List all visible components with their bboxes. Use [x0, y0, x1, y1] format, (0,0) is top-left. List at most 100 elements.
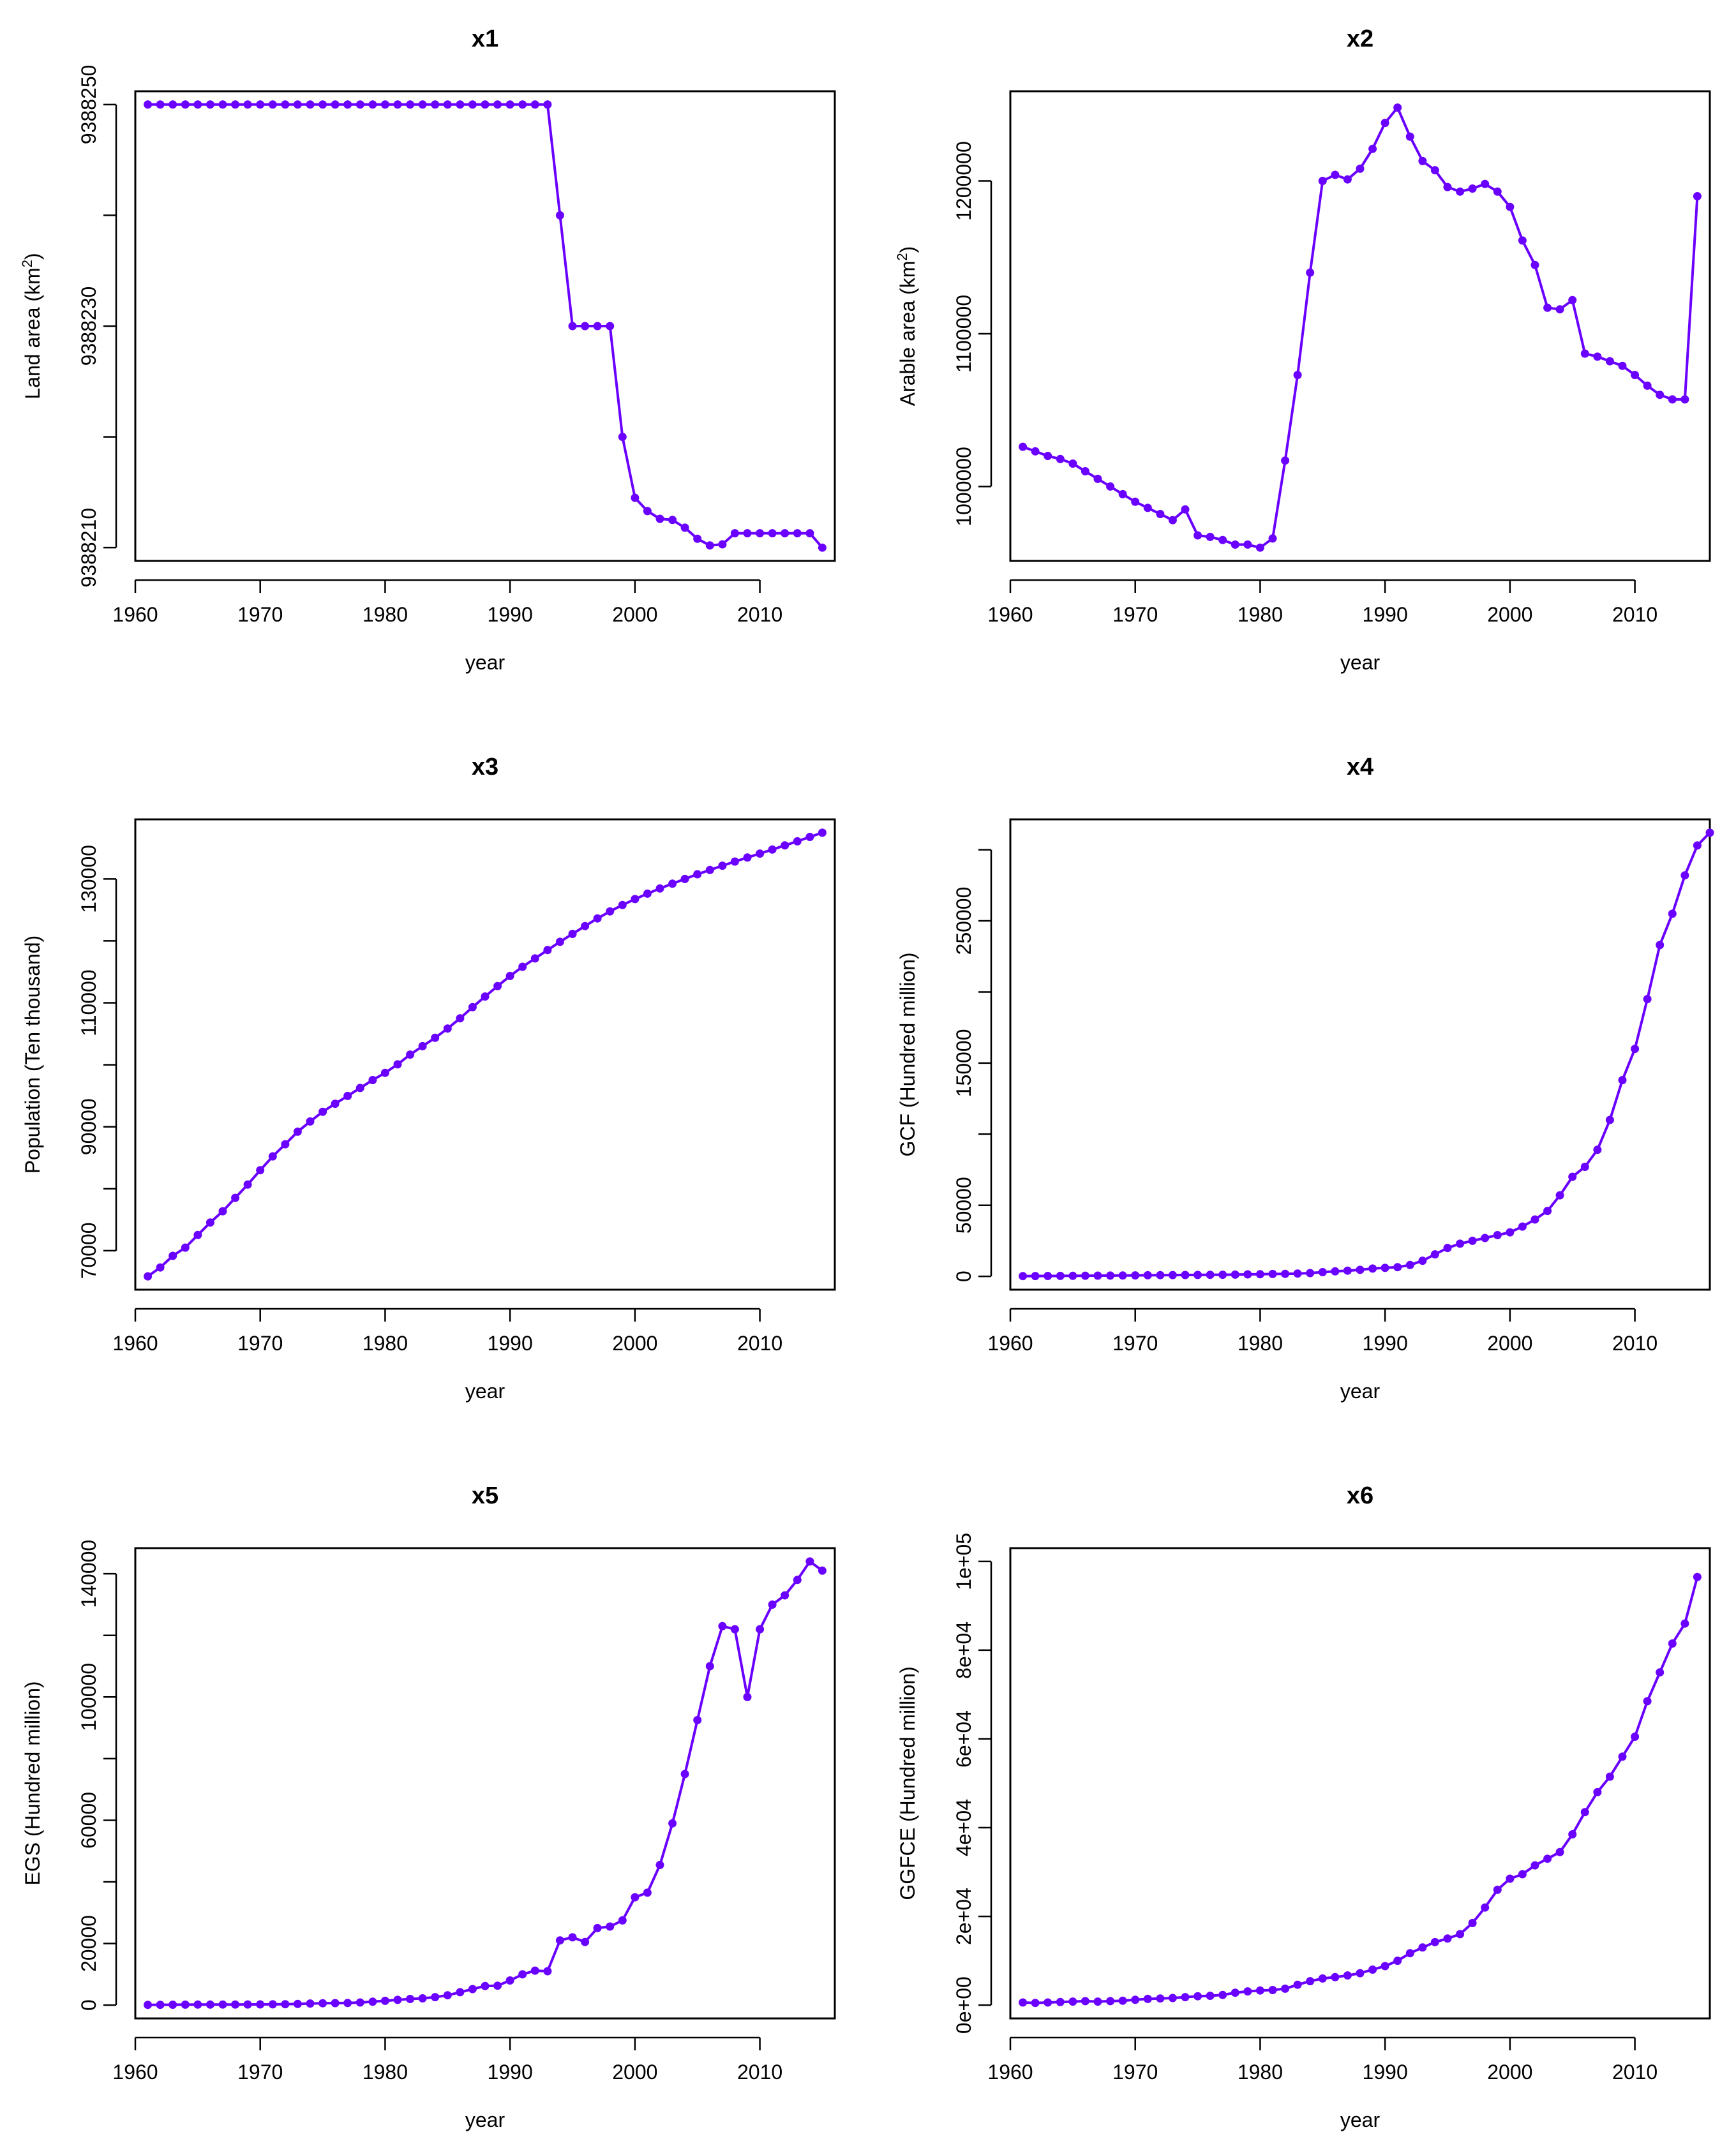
data-point: [181, 2000, 190, 2009]
x-tick-label: 1980: [363, 2061, 408, 2084]
data-point: [1255, 1270, 1264, 1279]
data-point: [1356, 1265, 1365, 1274]
data-point: [343, 1999, 352, 2008]
data-point: [1044, 1998, 1052, 2007]
panel-x4: x4 1960 1970 1980 1990 2000 2010 year 0 50000 1500…: [896, 754, 1714, 1403]
data-point: [1056, 1271, 1065, 1280]
y-tick-label: 1200000: [952, 141, 975, 221]
x-tick-label: 1980: [363, 1332, 408, 1355]
data-point: [331, 1999, 340, 2008]
x-tick-label: 1990: [488, 603, 533, 626]
data-point: [730, 529, 739, 538]
data-point: [1456, 1930, 1465, 1939]
data-point: [1156, 1271, 1165, 1279]
x-tick-label: 1960: [112, 2061, 158, 2084]
data-point: [1306, 268, 1315, 277]
data-point: [781, 1591, 789, 1600]
data-point: [1443, 183, 1452, 191]
data-point: [1368, 1264, 1377, 1273]
data-point: [581, 1937, 590, 1946]
data-point: [1181, 505, 1190, 514]
data-point: [1093, 474, 1102, 483]
data-point: [1468, 184, 1477, 193]
x-tick-label: 1970: [237, 1332, 283, 1355]
series-line: [147, 103, 823, 549]
x-tick-label: 1980: [1238, 2061, 1283, 2084]
data-point: [1618, 1076, 1627, 1085]
y-tick-label: 130000: [77, 845, 100, 913]
data-point: [1181, 1993, 1190, 2002]
x-axis-label: year: [465, 651, 505, 674]
data-point: [805, 1557, 814, 1566]
x-axis-label: year: [465, 2108, 505, 2131]
data-point: [318, 1107, 327, 1116]
x-tick-label: 1980: [1238, 603, 1283, 626]
data-point: [206, 1218, 214, 1227]
panel-title: x1: [472, 26, 498, 52]
y-axis-label: Land area (km2): [19, 253, 44, 399]
data-point: [431, 1033, 440, 1042]
data-point: [380, 100, 389, 109]
data-point: [1381, 1962, 1389, 1971]
x-tick-label: 1960: [112, 1332, 158, 1355]
data-point: [518, 962, 527, 971]
data-point: [1031, 447, 1040, 456]
x-tick-label: 2000: [612, 603, 657, 626]
data-point: [1530, 260, 1539, 269]
data-point: [380, 1996, 389, 2005]
data-point: [1518, 236, 1527, 245]
data-point: [756, 1625, 765, 1634]
data-point: [668, 879, 677, 888]
data-point: [793, 1576, 802, 1585]
y-tick-label: 0e+00: [952, 1976, 975, 2034]
data-point: [443, 100, 452, 109]
data-point: [1430, 166, 1439, 175]
data-point: [1580, 349, 1589, 358]
plot-frame: [1009, 818, 1711, 1291]
data-point: [1081, 467, 1089, 475]
data-point: [680, 874, 689, 883]
y-axis-label-base: Land area (km: [21, 267, 44, 399]
data-point: [243, 100, 252, 109]
data-point: [718, 861, 727, 870]
y-axis-label-close: ): [21, 253, 44, 260]
data-point: [1393, 1957, 1402, 1965]
y-tick-label: 8e+04: [952, 1622, 975, 1679]
y-tick-label: 100000: [77, 1663, 100, 1731]
x-tick-label: 1960: [987, 2061, 1033, 2084]
data-point: [1580, 1163, 1589, 1171]
data-point: [631, 1893, 640, 1902]
data-point: [593, 322, 602, 331]
data-point: [1518, 1870, 1527, 1879]
y-tick-label: 250000: [952, 887, 975, 955]
data-point: [1143, 1994, 1152, 2003]
data-point: [1093, 1271, 1102, 1280]
data-point: [1368, 1965, 1377, 1974]
data-point: [543, 946, 552, 955]
data-point: [1106, 482, 1115, 491]
data-point: [618, 1916, 627, 1925]
data-point: [1618, 361, 1627, 370]
data-point: [1081, 1997, 1089, 2006]
data-point: [568, 1933, 577, 1942]
plot-frame: [134, 1547, 836, 2020]
data-point: [1268, 1986, 1277, 1994]
data-point: [456, 1014, 465, 1023]
data-point: [1293, 1269, 1302, 1278]
data-point: [1293, 371, 1302, 380]
data-point: [431, 1993, 440, 2002]
data-point: [256, 100, 265, 109]
data-point: [1405, 1260, 1414, 1269]
data-point: [606, 1922, 615, 1931]
data-point: [818, 543, 827, 552]
data-point: [1631, 371, 1640, 380]
data-point: [705, 865, 714, 874]
y-tick-label: 6e+04: [952, 1710, 975, 1768]
data-point: [156, 1263, 165, 1272]
data-point: [231, 2000, 240, 2009]
data-point: [1631, 1045, 1640, 1054]
data-point: [756, 529, 765, 538]
series-line: [147, 831, 823, 1278]
data-point: [1506, 1874, 1515, 1883]
y-axis-label-base: Arable area (km: [896, 261, 919, 406]
